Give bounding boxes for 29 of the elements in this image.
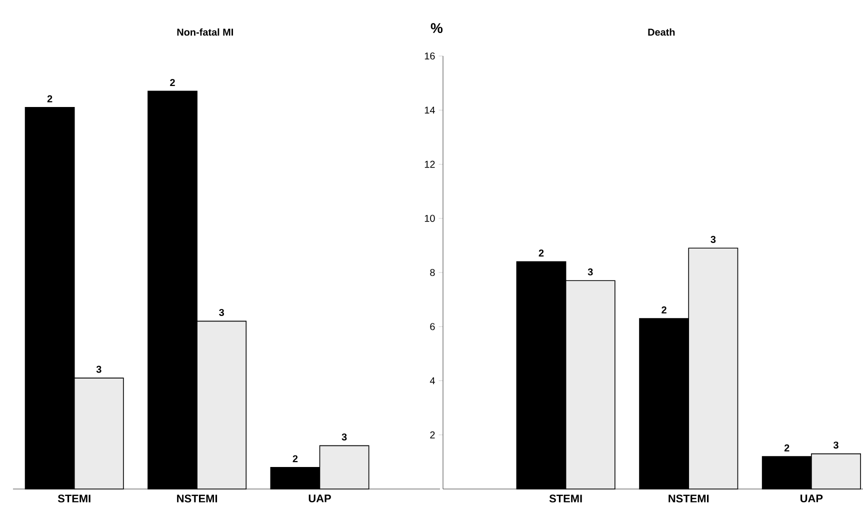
series-label: 3: [219, 308, 224, 316]
x-tick-label: UAP: [308, 494, 331, 502]
x-tick-label: NSTEMI: [177, 494, 218, 502]
y-tick-label: 16: [424, 52, 435, 60]
y-tick-label: 8: [430, 268, 435, 276]
text: 2: [662, 306, 666, 314]
y-tick-label: 10: [424, 214, 435, 222]
series-label: 2: [47, 95, 52, 102]
x-tick-label: STEMI: [58, 494, 90, 502]
x-tick-label: UAP: [800, 494, 823, 502]
text: 2: [292, 455, 298, 462]
chart-title: Non-fatal MI: [177, 28, 233, 36]
text: 2: [170, 79, 175, 86]
text: 2: [784, 444, 790, 452]
text: 3: [342, 433, 347, 441]
y-tick-label: 12: [424, 160, 435, 168]
series-label: 3: [710, 236, 716, 243]
chart-title: Death: [648, 28, 675, 36]
series-label: 2: [538, 250, 544, 256]
text: 3: [96, 366, 102, 373]
y-tick-label: 6: [430, 323, 435, 330]
text: 3: [833, 442, 838, 449]
y-tick-label: 4: [430, 377, 435, 384]
text: 3: [588, 268, 593, 276]
x-tick-label: STEMI: [549, 494, 582, 502]
y-tick-label: 14: [424, 106, 435, 114]
y-axis-title: %: [430, 23, 443, 33]
y-tick-label: 2: [430, 431, 435, 438]
x-tick-label: NSTEMI: [668, 494, 709, 502]
